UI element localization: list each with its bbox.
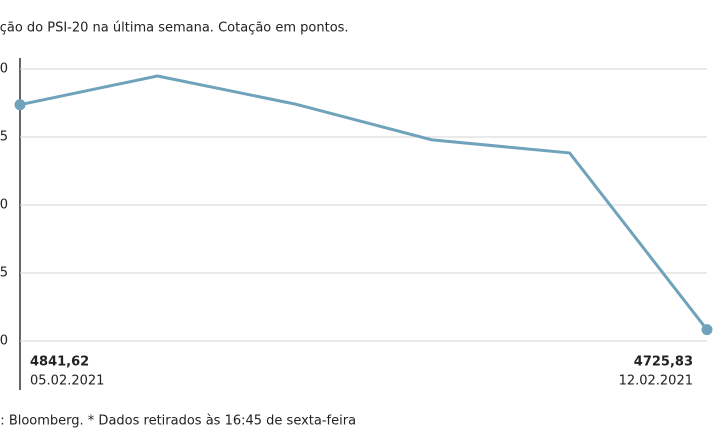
line: [19, 74, 709, 331]
y-tick-label: 4755: [0, 266, 8, 281]
chart-title: Evolução do PSI-20 na última semana. Cot…: [0, 21, 349, 36]
x-tick-label: 05.02.2021: [30, 374, 104, 389]
value-label: 4841,62: [30, 355, 89, 370]
y-tick-label: 4790: [0, 198, 8, 213]
point: [14, 99, 26, 111]
footnote: Fonte: Bloomberg. * Dados retirados às 1…: [0, 414, 356, 429]
value-label: 4725,83: [634, 355, 693, 370]
point: [701, 324, 713, 336]
y-tick-label: 4860: [0, 62, 8, 77]
y-tick-label: 4825: [0, 130, 8, 145]
x-tick-label: 12.02.2021: [619, 374, 693, 389]
y-tick-label: 4720: [0, 334, 8, 349]
